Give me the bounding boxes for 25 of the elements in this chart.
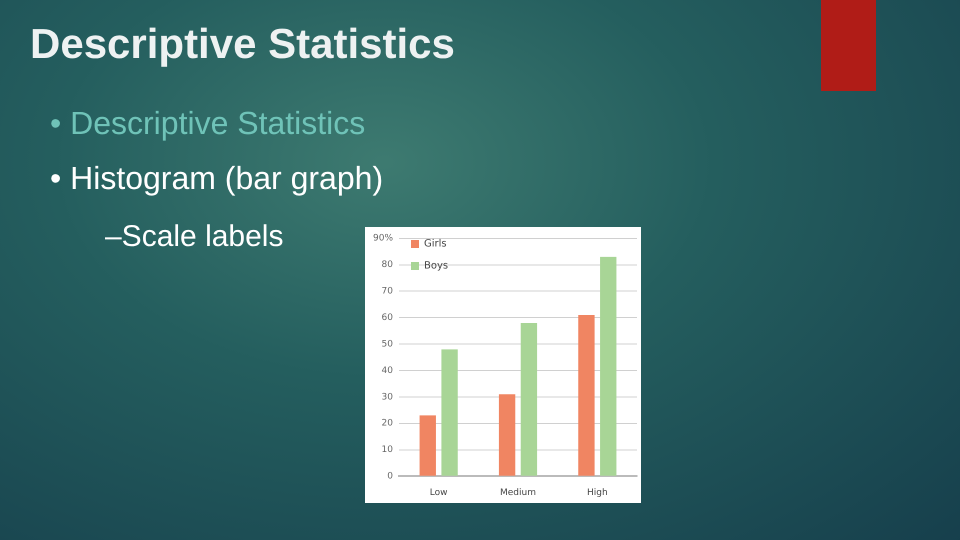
- text: • Histogram (bar graph): [50, 160, 384, 196]
- y-tick-label: 90%: [372, 234, 394, 244]
- y-tick-label: 70: [382, 286, 394, 297]
- legend-label: Girls: [424, 238, 447, 250]
- y-tick-label: 30: [382, 392, 394, 402]
- x-tick-label: Low: [430, 488, 448, 498]
- y-tick-label: 10: [382, 445, 394, 456]
- bar: [600, 256, 616, 476]
- y-tick-label: 40: [382, 366, 394, 376]
- bar: [498, 394, 516, 476]
- bar: [520, 322, 538, 476]
- text: –Scale labels: [105, 220, 284, 253]
- y-tick-label: 80: [382, 260, 394, 270]
- y-tick-label: 20: [382, 418, 394, 429]
- chart-title: Descriptive Statistics: [30, 20, 455, 68]
- bar: [578, 315, 595, 476]
- bar: [420, 415, 436, 476]
- x-tick-label: Medium: [500, 488, 536, 498]
- bar: [441, 349, 458, 476]
- text: • Descriptive Statistics: [50, 105, 366, 141]
- y-tick-label: 60: [382, 313, 394, 324]
- legend-label: Boys: [424, 260, 448, 272]
- y-tick-label: 50: [382, 339, 394, 350]
- x-tick-label: High: [586, 488, 608, 498]
- y-tick-label: 0: [387, 472, 394, 482]
